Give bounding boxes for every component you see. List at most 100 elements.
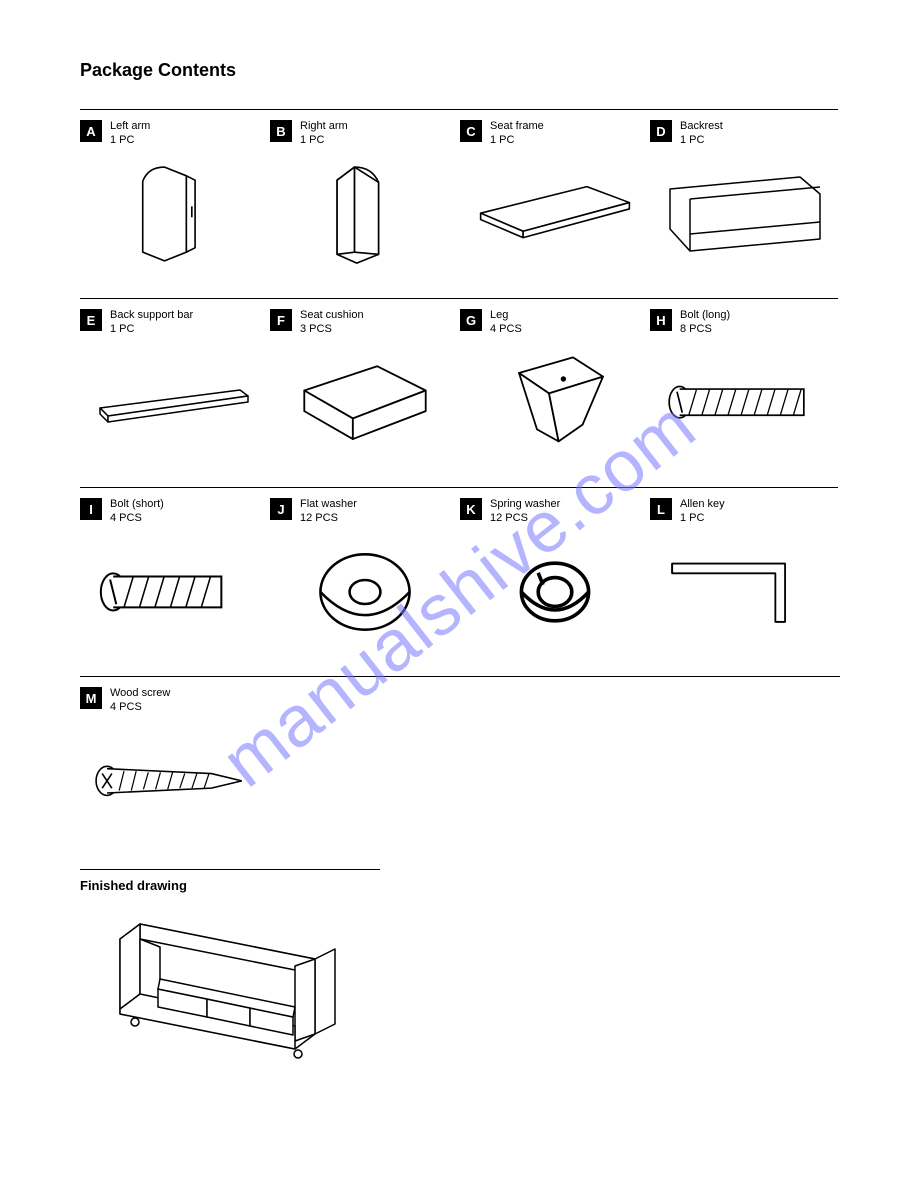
part-qty: 4 PCS [110,701,170,715]
part-qty: 3 PCS [300,323,364,337]
part-qty: 4 PCS [110,512,164,526]
part-name: Seat frame [490,120,544,134]
part-header: I Bolt (short)4 PCS [80,498,270,526]
part-qty: 1 PC [110,134,150,148]
part-name: Leg [490,309,522,323]
part-cell: L Allen key1 PC [650,498,840,668]
part-cell: M Wood screw4 PCS [80,687,270,857]
part-badge: C [460,120,482,142]
parts-grid: ALeft arm1 PCBRight arm1 PCCSeat frame1 … [80,109,838,857]
part-header: H Bolt (long)8 PCS [650,309,840,337]
part-name: Wood screw [110,687,170,701]
page-title: Package Contents [80,60,838,81]
part-qty: 4 PCS [490,323,522,337]
part-header: M Wood screw4 PCS [80,687,270,715]
part-qty: 12 PCS [490,512,560,526]
part-labels: Spring washer12 PCS [490,498,560,526]
part-badge: I [80,498,102,520]
part-badge: G [460,309,482,331]
part-badge: K [460,498,482,520]
part-badge: B [270,120,292,142]
part-name: Back support bar [110,309,193,323]
part-cell: B Right arm1 PC [270,120,460,290]
part-name: Bolt (long) [680,309,730,323]
part-labels: Wood screw4 PCS [110,687,170,715]
part-qty: 8 PCS [680,323,730,337]
part-qty: 1 PC [490,134,544,148]
part-labels: Bolt (short)4 PCS [110,498,164,526]
bolt-short-icon [80,532,270,652]
sofa-icon [80,899,380,1084]
part-name: Right arm [300,120,348,134]
part-header: C Seat frame1 PC [460,120,650,148]
part-labels: Seat frame1 PC [490,120,544,148]
part-qty: 1 PC [110,323,193,337]
screw-icon [80,721,270,841]
part-labels: Seat cushion3 PCS [300,309,364,337]
part-badge: E [80,309,102,331]
part-badge: J [270,498,292,520]
part-qty: 1 PC [680,512,725,526]
part-header: F Seat cushion3 PCS [270,309,460,337]
part-badge: D [650,120,672,142]
part-labels: Left arm1 PC [110,120,150,148]
part-badge: A [80,120,102,142]
part-header: B Right arm1 PC [270,120,460,148]
part-labels: Allen key1 PC [680,498,725,526]
part-badge: F [270,309,292,331]
part-cell: C Seat frame1 PC [460,120,650,290]
part-header: D Backrest1 PC [650,120,840,148]
part-header: G Leg4 PCS [460,309,650,337]
part-cell: I Bolt (short)4 PCS [80,498,270,668]
part-cell: H Bolt (long)8 PCS [650,309,840,479]
part-header: L Allen key1 PC [650,498,840,526]
part-qty: 1 PC [680,134,723,148]
seat-frame-icon [460,154,650,274]
part-header: J Flat washer12 PCS [270,498,460,526]
part-cell: G Leg4 PCS [460,309,650,479]
allen-key-icon [650,532,840,652]
backrest-icon [650,154,840,274]
part-labels: Right arm1 PC [300,120,348,148]
finished-title: Finished drawing [80,878,380,893]
parts-row: E Back support bar1 PC F Seat cushion3 PCS G… [80,298,838,479]
washer-spring-icon [460,532,650,652]
part-badge: M [80,687,102,709]
part-header: E Back support bar1 PC [80,309,270,337]
part-name: Backrest [680,120,723,134]
part-name: Left arm [110,120,150,134]
cushion-icon [270,343,460,463]
parts-row: M Wood screw4 PCS [80,676,840,857]
part-cell: D Backrest1 PC [650,120,840,290]
left-arm-icon [80,154,270,274]
part-cell: J Flat washer12 PCS [270,498,460,668]
parts-row: IBolt (short)4 PCS JFlat washer12 PCSKSp… [80,487,838,668]
part-labels: Back support bar1 PC [110,309,193,337]
part-badge: L [650,498,672,520]
part-name: Spring washer [490,498,560,512]
part-cell: F Seat cushion3 PCS [270,309,460,479]
part-cell: E Back support bar1 PC [80,309,270,479]
page: Package Contents ALeft arm1 PCBRight arm… [0,0,918,1188]
washer-flat-icon [270,532,460,652]
part-labels: Backrest1 PC [680,120,723,148]
finished-section: Finished drawing [80,869,380,1084]
right-arm-icon [270,154,460,274]
part-labels: Flat washer12 PCS [300,498,357,526]
part-header: K Spring washer12 PCS [460,498,650,526]
part-name: Bolt (short) [110,498,164,512]
part-name: Seat cushion [300,309,364,323]
part-labels: Leg4 PCS [490,309,522,337]
bolt-long-icon [650,343,840,463]
part-cell: A Left arm1 PC [80,120,270,290]
part-name: Flat washer [300,498,357,512]
part-badge: H [650,309,672,331]
parts-row: ALeft arm1 PCBRight arm1 PCCSeat frame1 … [80,109,838,290]
part-header: A Left arm1 PC [80,120,270,148]
part-cell: K Spring washer12 PCS [460,498,650,668]
leg-icon [460,343,650,463]
part-qty: 12 PCS [300,512,357,526]
bar-icon [80,343,270,463]
part-qty: 1 PC [300,134,348,148]
part-name: Allen key [680,498,725,512]
